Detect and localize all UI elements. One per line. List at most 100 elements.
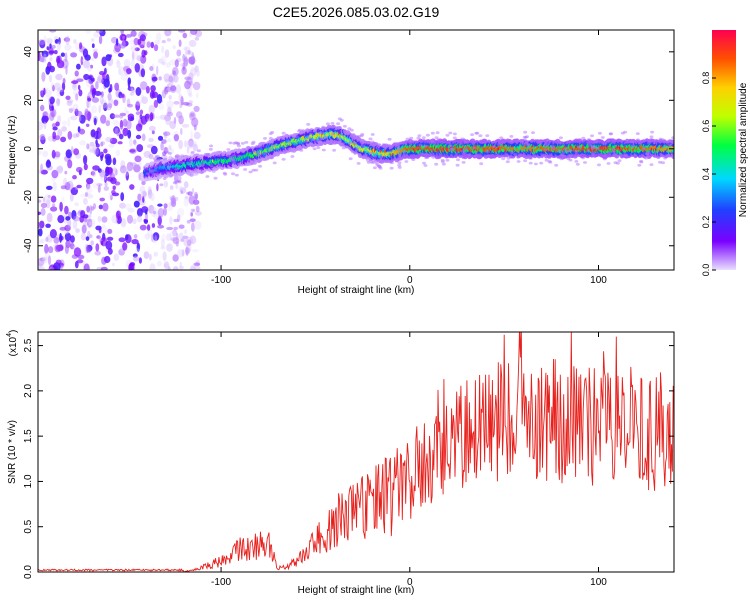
noise-blob	[158, 76, 162, 81]
noise-blob	[115, 149, 121, 157]
noise-blob	[40, 202, 48, 209]
halo-blob	[196, 165, 201, 168]
noise-blob	[129, 184, 135, 190]
noise-blob	[94, 250, 101, 256]
noise-blob	[133, 234, 138, 239]
halo-blob	[396, 148, 401, 151]
noise-blob	[145, 86, 150, 94]
noise-blob	[105, 120, 111, 127]
noise-blob	[97, 76, 102, 82]
y-tick-label: 20	[23, 94, 34, 106]
noise-blob	[150, 192, 155, 202]
halo-blob	[389, 166, 394, 170]
halo-blob	[405, 137, 410, 141]
noise-blob	[87, 142, 96, 152]
noise-blob	[127, 207, 135, 213]
noise-blob	[115, 38, 119, 47]
halo-blob	[250, 142, 255, 146]
noise-blob	[159, 114, 167, 120]
noise-blob	[190, 30, 198, 35]
noise-blob	[96, 235, 101, 239]
noise-blob	[133, 200, 140, 208]
noise-blob	[69, 243, 75, 250]
noise-blob	[131, 239, 139, 245]
halo-blob	[397, 166, 402, 169]
noise-blob	[156, 183, 159, 192]
noise-blob	[182, 235, 189, 239]
halo-blob	[162, 177, 167, 181]
halo-blob	[661, 154, 666, 158]
noise-blob	[148, 153, 154, 160]
noise-blob	[179, 187, 187, 194]
noise-blob	[90, 206, 95, 211]
noise-blob	[80, 56, 84, 66]
halo-blob	[229, 157, 234, 161]
noise-blob	[172, 229, 178, 237]
halo-blob	[613, 161, 618, 165]
noise-blob	[172, 70, 176, 75]
halo-blob	[546, 142, 551, 145]
halo-blob	[287, 147, 292, 151]
halo-blob	[169, 174, 174, 177]
halo-blob	[370, 140, 375, 144]
noise-blob	[76, 78, 84, 82]
noise-blob	[186, 139, 194, 149]
halo-blob	[287, 140, 292, 144]
halo-blob	[645, 151, 650, 155]
noise-blob	[139, 34, 146, 42]
noise-blob	[78, 115, 82, 122]
halo-blob	[462, 151, 467, 155]
halo-blob	[216, 154, 221, 157]
noise-blob	[154, 115, 161, 120]
noise-blob	[112, 262, 115, 267]
noise-blob	[184, 55, 188, 63]
noise-blob	[104, 174, 107, 184]
noise-blob	[193, 141, 197, 147]
halo-blob	[263, 137, 267, 140]
noise-blob	[150, 207, 158, 218]
noise-blob	[99, 71, 105, 76]
noise-blob	[181, 66, 187, 75]
halo-blob	[209, 144, 214, 148]
noise-blob	[173, 101, 180, 105]
halo-blob	[231, 161, 236, 165]
noise-blob	[75, 93, 79, 101]
noise-blob	[193, 81, 201, 91]
halo-blob	[196, 149, 201, 153]
noise-blob	[108, 192, 113, 199]
noise-blob	[135, 101, 141, 111]
halo-blob	[174, 180, 179, 184]
noise-blob	[157, 135, 164, 141]
noise-blob	[119, 165, 127, 174]
noise-blob	[60, 136, 67, 143]
y-tick-label: -20	[23, 190, 34, 205]
snr-marks	[38, 332, 674, 572]
halo-blob	[281, 157, 286, 161]
noise-blob	[98, 204, 103, 210]
noise-blob	[61, 120, 68, 126]
noise-blob	[68, 108, 73, 114]
halo-blob	[297, 129, 302, 133]
noise-blob	[135, 111, 141, 116]
halo-blob	[164, 150, 169, 154]
noise-blob	[155, 32, 162, 42]
noise-blob	[185, 50, 193, 56]
noise-blob	[118, 66, 125, 76]
noise-blob	[87, 111, 91, 122]
halo-blob	[205, 175, 210, 178]
halo-blob	[431, 155, 436, 159]
noise-blob	[88, 75, 93, 84]
halo-blob	[624, 153, 629, 157]
noise-blob	[81, 224, 87, 234]
noise-blob	[83, 163, 88, 171]
halo-blob	[268, 137, 273, 140]
halo-blob	[282, 150, 287, 153]
noise-blob	[126, 161, 134, 172]
snr-y-multiplier: (x104)	[6, 330, 19, 357]
halo-blob	[294, 135, 299, 139]
noise-blob	[178, 30, 186, 33]
noise-blob	[161, 61, 166, 65]
halo-blob	[167, 165, 172, 169]
noise-blob	[147, 186, 152, 196]
noise-blob	[98, 104, 101, 114]
